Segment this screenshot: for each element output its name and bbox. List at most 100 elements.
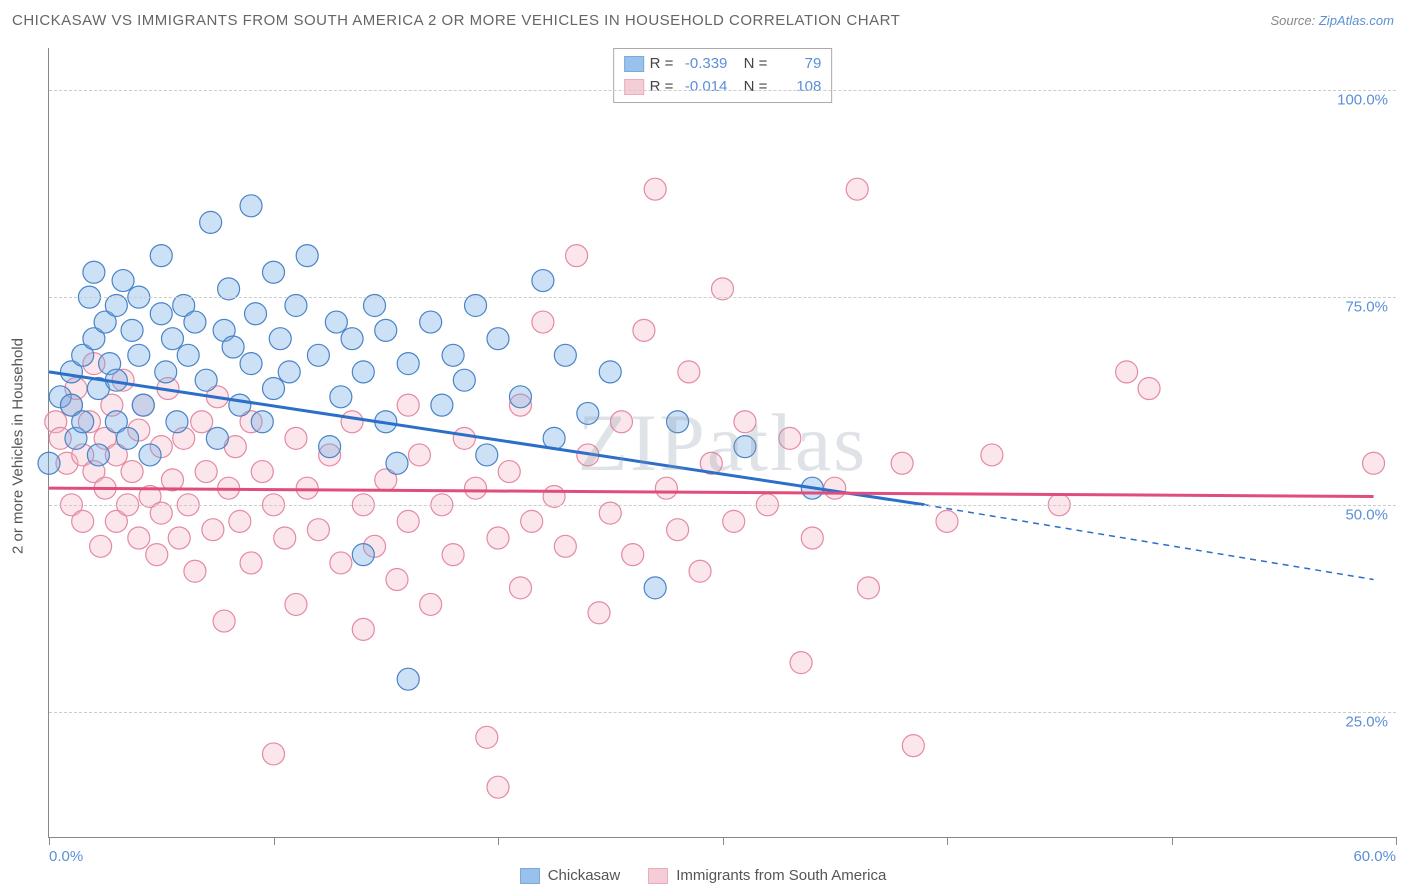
correlation-stats-box: R = -0.339 N = 79 R = -0.014 N = 108	[613, 48, 833, 103]
data-point	[397, 668, 419, 690]
data-point	[269, 328, 291, 350]
x-tick	[723, 837, 724, 845]
data-point	[128, 527, 150, 549]
source-link[interactable]: ZipAtlas.com	[1319, 13, 1394, 28]
series-2-n-value: 108	[773, 76, 821, 99]
data-point	[453, 369, 475, 391]
y-tick-label: 25.0%	[1345, 714, 1388, 731]
y-tick-label: 50.0%	[1345, 506, 1388, 523]
stats-row-series-1: R = -0.339 N = 79	[624, 53, 822, 76]
data-point	[177, 344, 199, 366]
data-point	[352, 544, 374, 566]
data-point	[408, 444, 430, 466]
data-point	[263, 261, 285, 283]
r-label: R =	[650, 53, 674, 76]
data-point	[487, 776, 509, 798]
x-tick	[49, 837, 50, 845]
data-point	[801, 527, 823, 549]
data-point	[442, 544, 464, 566]
data-point	[734, 436, 756, 458]
data-point	[229, 510, 251, 532]
x-tick	[274, 837, 275, 845]
data-point	[278, 361, 300, 383]
data-point	[723, 510, 745, 532]
data-point	[352, 618, 374, 640]
data-point	[981, 444, 1003, 466]
data-point	[487, 527, 509, 549]
data-point	[375, 319, 397, 341]
data-point	[667, 411, 689, 433]
data-point	[554, 344, 576, 366]
data-point	[633, 319, 655, 341]
data-point	[453, 427, 475, 449]
data-point	[1363, 452, 1385, 474]
data-point	[476, 444, 498, 466]
data-point	[168, 527, 190, 549]
data-point	[274, 527, 296, 549]
data-point	[87, 444, 109, 466]
data-point	[213, 610, 235, 632]
gridline	[49, 90, 1396, 91]
data-point	[146, 544, 168, 566]
data-point	[285, 593, 307, 615]
data-point	[240, 195, 262, 217]
data-point	[431, 394, 453, 416]
scatter-plot-svg	[49, 48, 1396, 837]
data-point	[936, 510, 958, 532]
gridline	[49, 712, 1396, 713]
data-point	[667, 519, 689, 541]
data-point	[90, 535, 112, 557]
data-point	[150, 303, 172, 325]
x-tick-label: 0.0%	[49, 848, 83, 865]
data-point	[83, 261, 105, 283]
series-2-r-value: -0.014	[679, 76, 727, 99]
data-point	[296, 477, 318, 499]
data-point	[644, 178, 666, 200]
data-point	[240, 552, 262, 574]
data-point	[655, 477, 677, 499]
y-tick-label: 100.0%	[1337, 91, 1388, 108]
series-1-n-value: 79	[773, 53, 821, 76]
data-point	[779, 427, 801, 449]
plot-area: ZIPatlas R = -0.339 N = 79 R = -0.014 N …	[48, 48, 1396, 838]
data-point	[386, 569, 408, 591]
data-point	[161, 328, 183, 350]
data-point	[330, 386, 352, 408]
series-2-swatch	[624, 79, 644, 95]
data-point	[184, 560, 206, 582]
data-point	[498, 461, 520, 483]
data-point	[307, 344, 329, 366]
data-point	[846, 178, 868, 200]
data-point	[678, 361, 700, 383]
data-point	[245, 303, 267, 325]
series-1-swatch	[624, 56, 644, 72]
n-label: N =	[744, 53, 768, 76]
data-point	[824, 477, 846, 499]
data-point	[240, 353, 262, 375]
data-point	[420, 311, 442, 333]
data-point	[132, 394, 154, 416]
x-tick-label: 60.0%	[1353, 848, 1396, 865]
data-point	[521, 510, 543, 532]
data-point	[121, 461, 143, 483]
data-point	[509, 577, 531, 599]
data-point	[532, 311, 554, 333]
data-point	[532, 270, 554, 292]
data-point	[251, 461, 273, 483]
data-point	[222, 336, 244, 358]
data-point	[554, 535, 576, 557]
gridline	[49, 297, 1396, 298]
legend-label-1: Chickasaw	[548, 867, 621, 884]
data-point	[307, 519, 329, 541]
data-point	[150, 245, 172, 267]
n-label: N =	[744, 76, 768, 99]
data-point	[397, 353, 419, 375]
data-point	[191, 411, 213, 433]
legend-label-2: Immigrants from South America	[676, 867, 886, 884]
source-attribution: Source: ZipAtlas.com	[1270, 13, 1394, 28]
legend-item-2: Immigrants from South America	[648, 867, 886, 884]
data-point	[734, 411, 756, 433]
data-point	[166, 411, 188, 433]
data-point	[588, 602, 610, 624]
data-point	[202, 519, 224, 541]
